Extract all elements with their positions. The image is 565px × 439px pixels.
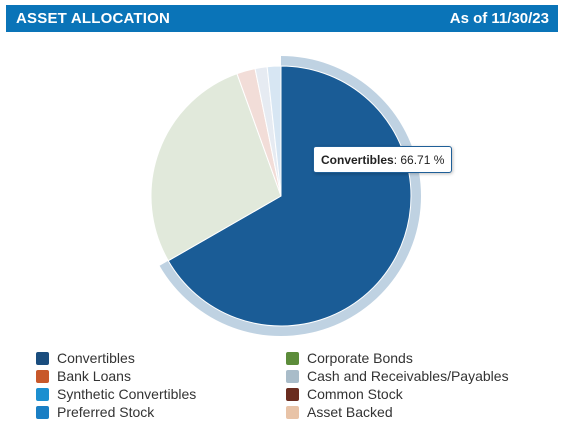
legend-swatch [286,369,299,383]
legend-item-synthetic-convertibles[interactable]: Synthetic Convertibles [36,385,196,403]
pie-slice-cash-and-receivables-payables[interactable] [266,65,282,197]
legend-swatch [286,351,299,365]
legend-label: Bank Loans [57,368,131,384]
legend-item-preferred-stock[interactable]: Preferred Stock [36,403,196,421]
legend-item-bank-loans[interactable]: Bank Loans [36,367,196,385]
legend-label: Common Stock [307,386,403,402]
legend-swatch [36,369,49,383]
pie-slice-synthetic-convertibles[interactable] [150,73,282,262]
tooltip-series-name: Convertibles [321,152,394,167]
legend-label: Convertibles [57,350,135,366]
legend-label: Preferred Stock [57,404,155,420]
legend-item-common-stock[interactable]: Common Stock [286,385,509,403]
legend-item-cash-and-receivables-payables[interactable]: Cash and Receivables/Payables [286,367,509,385]
header-bar: ASSET ALLOCATION As of 11/30/23 [6,5,558,32]
tooltip-value: : 66.71 % [393,152,445,167]
legend-label: Cash and Receivables/Payables [307,368,509,384]
legend-swatch [286,387,299,401]
legend-label: Corporate Bonds [307,350,413,366]
legend-swatch [36,351,49,365]
legend-swatch [286,405,299,419]
legend-label: Synthetic Convertibles [57,386,197,402]
as-of-date: As of 11/30/23 [449,10,549,27]
pie-slice-convertibles[interactable] [167,65,412,327]
pie-chart [150,56,422,336]
legend-label: Asset Backed [307,404,393,420]
legend-item-asset-backed[interactable]: Asset Backed [286,403,509,421]
chart-tooltip: Convertibles : 66.71 % [313,146,453,173]
legend-column-right: Corporate Bonds Cash and Receivables/Paya… [286,349,509,421]
legend-swatch [36,387,49,401]
legend-column-left: Convertibles Bank Loans Synthetic Converti… [36,349,196,421]
legend-item-corporate-bonds[interactable]: Corporate Bonds [286,349,509,367]
legend-swatch [36,405,49,419]
section-title: ASSET ALLOCATION [16,10,171,27]
legend-item-convertibles[interactable]: Convertibles [36,349,196,367]
